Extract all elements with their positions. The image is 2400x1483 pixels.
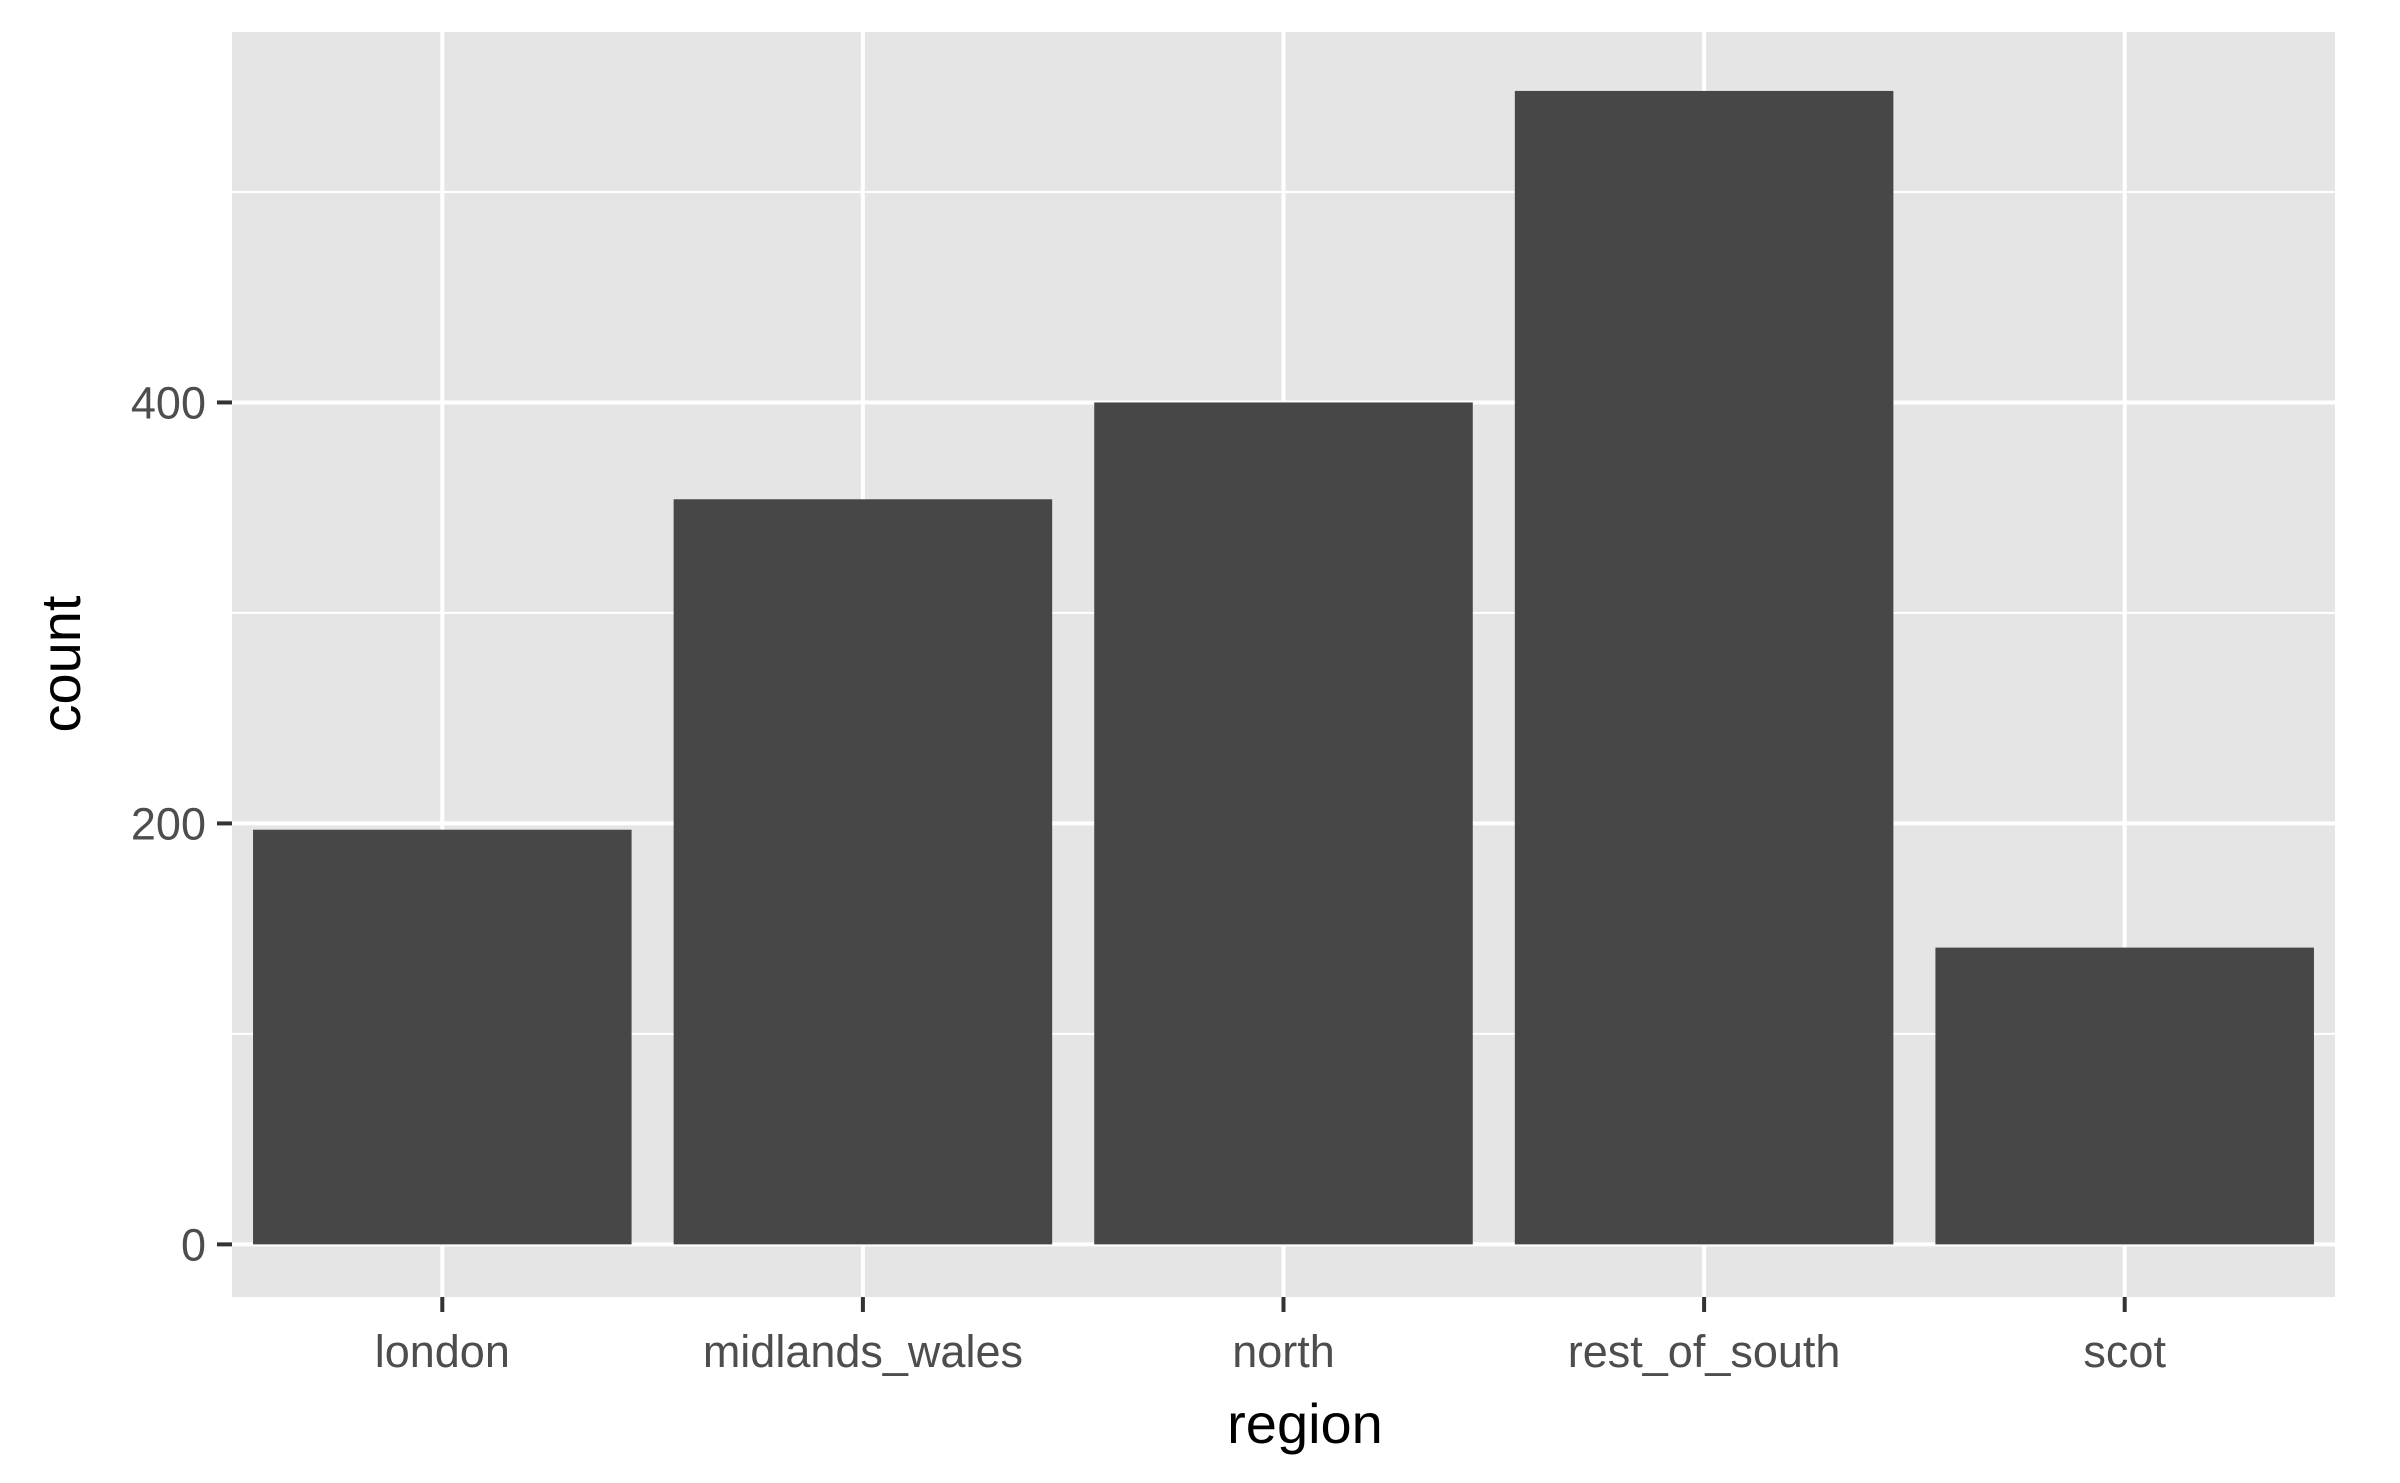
x-tick-label: north <box>1232 1326 1335 1377</box>
bar-midlands-wales <box>673 499 1053 1245</box>
y-axis-title: count <box>29 595 92 732</box>
x-axis-title: region <box>1227 1392 1383 1455</box>
y-axis: 0 200 400 <box>131 377 232 1270</box>
bar-rest-of-south <box>1514 90 1894 1245</box>
x-axis: london midlands_wales north rest_of_south sc… <box>375 1297 2166 1377</box>
x-tick-label: london <box>375 1326 510 1377</box>
x-tick-label: rest_of_south <box>1568 1326 1841 1377</box>
y-tick-label: 200 <box>131 798 206 849</box>
bar-london <box>253 829 632 1245</box>
bar-scot <box>1935 947 2314 1245</box>
y-tick-label: 400 <box>131 377 206 428</box>
x-tick-label: scot <box>2083 1326 2166 1377</box>
x-tick-label: midlands_wales <box>703 1326 1023 1377</box>
y-tick-label: 0 <box>181 1219 206 1270</box>
bar-north <box>1094 402 1473 1245</box>
bars <box>253 90 2314 1245</box>
